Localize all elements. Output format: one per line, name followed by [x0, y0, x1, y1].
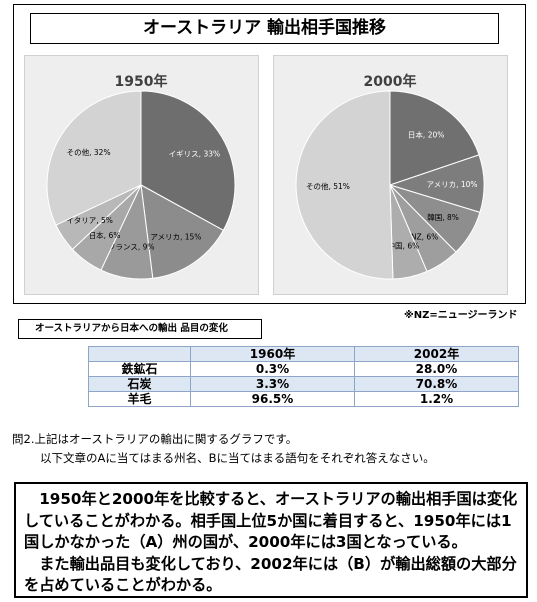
table-cell-2002: 28.0% — [354, 361, 519, 377]
table-caption: オーストラリアから日本への輸出 品目の変化 — [18, 319, 262, 339]
pie-slice-label: 韓国, 8% — [427, 212, 459, 222]
pie-slice — [46, 90, 142, 226]
pie-slice — [295, 90, 394, 280]
pie-title: 1950年 — [115, 73, 168, 90]
pie-slice-label: フランス, 9% — [108, 242, 155, 251]
pie-slice-label: 中国, 6% — [388, 241, 420, 251]
table-cell-item: 鉄鉱石 — [88, 361, 191, 377]
charts-frame — [13, 4, 526, 304]
question-text: 問2.上記はオーストラリアの輸出に関するグラフです。 — [12, 432, 298, 446]
pie-slice-label: その他, 32% — [67, 147, 111, 157]
pie-slice-label: 日本, 20% — [408, 130, 444, 140]
pie-slice-label: イタリア, 5% — [67, 216, 113, 225]
passage-box: 1950年と2000年を比較すると、オーストラリアの輸出相手国は変化していること… — [14, 482, 528, 598]
pie-slice — [140, 90, 236, 231]
table-cell-2002: 70.8% — [354, 376, 519, 392]
table-header-1960: 1960年 — [190, 346, 355, 362]
table-header-2002: 2002年 — [354, 346, 519, 362]
table-cell-2002: 1.2% — [354, 391, 519, 407]
pie-slice — [140, 184, 225, 279]
pie-title: 2000年 — [364, 73, 417, 90]
pie-slice-label: その他, 51% — [306, 181, 350, 191]
pie-slice — [389, 90, 480, 186]
question-instruction: 以下文章のAに当てはまる州名、Bに当てはまる語句をそれぞれ答えなさい。 — [40, 451, 435, 465]
passage-paragraph-1: 1950年と2000年を比較すると、オーストラリアの輸出相手国は変化していること… — [24, 490, 518, 551]
table-header-row: 1960年 2002年 — [88, 346, 519, 362]
table-cell-item: 石炭 — [88, 376, 191, 392]
pie-slice-label: 日本, 6% — [89, 230, 121, 240]
table-cell-item: 羊毛 — [88, 391, 191, 407]
pie-panel-1950: 1950年イギリス, 33% アメリカ, 15% フランス, 9% 日本, 6% イタリ… — [24, 55, 259, 295]
exports-table: 1960年 2002年 鉄鉱石 0.3% 28.0% 石炭 3.3% 70.8%… — [88, 346, 519, 407]
table-cell-1960: 0.3% — [190, 361, 355, 377]
pie-slice-label: イギリス, 33% — [169, 149, 220, 158]
pie-slice-label: NZ, 6% — [411, 233, 438, 242]
table-header-blank — [88, 346, 191, 362]
table-row: 羊毛 96.5% 1.2% — [88, 391, 519, 407]
pie-slice-label: アメリカ, 10% — [426, 180, 477, 189]
table-cell-1960: 3.3% — [190, 376, 355, 392]
table-row: 鉄鉱石 0.3% 28.0% — [88, 361, 519, 377]
pie-slice-label: アメリカ, 15% — [150, 232, 201, 241]
pie-panel-2000: 2000年日本, 20% アメリカ, 10% 韓国, 8% NZ, 6% 中国, 6% そ… — [273, 55, 508, 295]
passage-paragraph-2: また輸出品目も変化しており、2002年には（B）が輸出総額の大部分を占めているこ… — [24, 554, 517, 595]
nz-footnote: ※NZ=ニュージーランド — [404, 310, 518, 321]
table-row: 石炭 3.3% 70.8% — [88, 376, 519, 392]
chart-title: オーストラリア 輸出相手国推移 — [30, 13, 499, 44]
table-cell-1960: 96.5% — [190, 391, 355, 407]
